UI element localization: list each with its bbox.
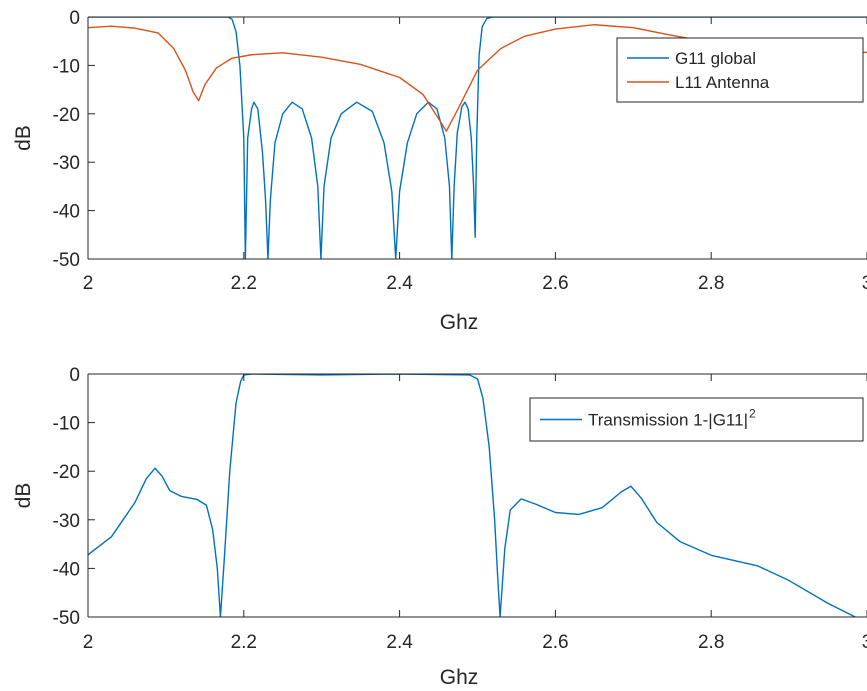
subplot-1: 2 2.2 2.4 2.6 2.8 3 0 -10 -20 -30 -40 -50 Ghz dB G11 g… <box>12 8 867 334</box>
x-tick-label: 2 <box>83 632 94 653</box>
legend: G11 global L11 Antenna <box>616 37 864 103</box>
x-tick-label: 2.6 <box>542 632 568 653</box>
legend: Transmission 1-|G11|2 <box>529 397 864 442</box>
x-tick-label: 2.4 <box>386 632 413 653</box>
y-tick-label: -20 <box>53 462 80 483</box>
x-tick-label: 2.2 <box>231 273 257 294</box>
y-tick-label: -40 <box>53 202 80 223</box>
legend-label: Transmission 1-|G11|2 <box>588 407 756 430</box>
x-tick-label: 2.4 <box>386 273 413 294</box>
y-axis-label: dB <box>12 125 35 151</box>
y-tick-label: -30 <box>53 153 80 174</box>
y-tick-label: -50 <box>53 250 80 271</box>
series-line-1 <box>88 17 867 259</box>
y-tick-label: -20 <box>53 105 80 126</box>
y-tick-label: 0 <box>69 365 80 386</box>
y-tick-label: -30 <box>53 511 80 532</box>
x-tick-label: 3 <box>862 632 867 653</box>
legend-box <box>616 37 864 103</box>
legend-label-text: G11 global <box>675 49 756 68</box>
x-axis-label: Ghz <box>440 311 479 334</box>
legend-label: L11 Antenna <box>675 73 770 92</box>
y-tick-label: 0 <box>69 8 80 29</box>
y-axis-label: dB <box>12 483 35 509</box>
x-tick-label: 2.8 <box>698 273 724 294</box>
y-tick-label: -10 <box>53 414 80 435</box>
x-tick-label: 2.6 <box>542 273 568 294</box>
x-axis-label: Ghz <box>440 666 479 689</box>
x-tick-label: 2.8 <box>698 632 724 653</box>
y-tick-label: -50 <box>53 608 80 629</box>
y-tick-label: -40 <box>53 559 80 580</box>
x-tick-label: 2 <box>83 273 94 294</box>
subplot-2: 2 2.2 2.4 2.6 2.8 3 0 -10 -20 -30 -40 -50 Ghz dB Trans… <box>12 365 867 689</box>
legend-label: G11 global <box>675 49 756 68</box>
legend-box <box>529 397 864 442</box>
series-line-2 <box>88 24 867 132</box>
series-line-1 <box>88 374 856 617</box>
x-tick-label: 2.2 <box>231 632 257 653</box>
legend-label-superscript: 2 <box>749 407 756 421</box>
legend-label-text: L11 Antenna <box>675 73 770 92</box>
legend-label-text: Transmission 1-|G11| <box>588 411 748 430</box>
x-tick-label: 3 <box>862 273 867 294</box>
y-tick-label: -10 <box>53 56 80 77</box>
